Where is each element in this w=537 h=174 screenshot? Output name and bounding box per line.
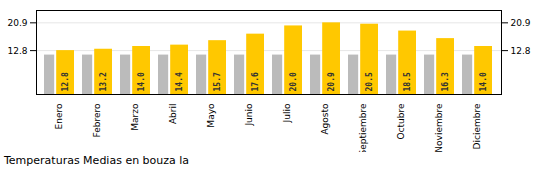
svg-text:Abril: Abril xyxy=(168,104,178,125)
svg-text:20.9: 20.9 xyxy=(511,18,531,28)
svg-text:Julio: Julio xyxy=(282,103,292,123)
svg-text:Marzo: Marzo xyxy=(130,103,140,131)
svg-text:12.8: 12.8 xyxy=(61,72,70,91)
svg-text:20.0: 20.0 xyxy=(289,72,298,91)
svg-text:Agosto: Agosto xyxy=(320,103,330,135)
svg-text:12.8: 12.8 xyxy=(511,45,531,55)
svg-text:17.6: 17.6 xyxy=(251,72,260,91)
svg-text:Enero: Enero xyxy=(54,103,64,129)
svg-text:Mayo: Mayo xyxy=(206,103,216,128)
svg-text:16.3: 16.3 xyxy=(441,72,450,91)
svg-text:Junio: Junio xyxy=(244,103,254,127)
svg-text:20.9: 20.9 xyxy=(327,72,336,91)
svg-text:Noviembre: Noviembre xyxy=(434,103,444,152)
svg-text:Octubre: Octubre xyxy=(396,103,406,139)
svg-text:14.0: 14.0 xyxy=(137,72,146,91)
svg-text:14.0: 14.0 xyxy=(479,72,488,91)
svg-text:Febrero: Febrero xyxy=(92,103,102,137)
svg-text:13.2: 13.2 xyxy=(99,72,108,91)
svg-text:18.5: 18.5 xyxy=(403,72,412,91)
svg-text:20.9: 20.9 xyxy=(7,18,27,28)
svg-text:15.7: 15.7 xyxy=(213,72,222,91)
svg-text:Diciembre: Diciembre xyxy=(472,103,482,149)
html-text:Temperaturas Medias en bouza l: Temperaturas Medias en bouza la xyxy=(4,154,190,167)
svg-text:20.5: 20.5 xyxy=(365,72,374,91)
svg-text:12.8: 12.8 xyxy=(7,45,27,55)
svg-text:14.4: 14.4 xyxy=(175,72,184,91)
svg-text:Septiembre: Septiembre xyxy=(358,103,368,152)
